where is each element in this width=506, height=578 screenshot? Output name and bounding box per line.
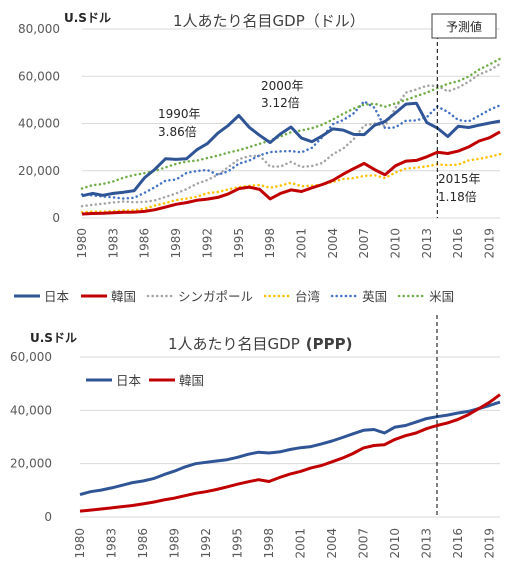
- series-line-4: [80, 152, 502, 214]
- chart2-legend: 日本 韓国: [86, 373, 204, 388]
- annotation-1990-year: 1990年: [158, 107, 201, 121]
- legend-item-4: 台湾: [263, 289, 320, 304]
- series-line-1: [79, 400, 501, 497]
- y-tick-label: 40,000: [18, 117, 60, 131]
- x-tick-label: 2013: [420, 528, 434, 559]
- y-tick-label: 60,000: [10, 350, 52, 364]
- x-tick-label: 1980: [75, 228, 89, 259]
- series-lines: [80, 57, 502, 216]
- annotation-2015-ratio: 1.18倍: [438, 189, 477, 204]
- legend-item-6: 米国: [397, 289, 454, 304]
- series-lines: [79, 393, 501, 513]
- series-line-6: [80, 57, 502, 190]
- x-tick-label: 2007: [357, 528, 371, 559]
- annotation-2000-ratio: 3.12倍: [261, 95, 300, 110]
- legend-label: 日本: [44, 289, 70, 304]
- y-tick-label: 80,000: [18, 22, 60, 36]
- x-tick-label: 2013: [420, 228, 434, 259]
- x-tick-label: 1998: [263, 228, 277, 259]
- x-tick-label: 1992: [200, 228, 214, 259]
- series-line-2: [81, 130, 501, 216]
- x-tick-label: 2016: [451, 228, 465, 259]
- legend-item-3: シンガポール: [146, 289, 253, 304]
- y-gridlines: [80, 356, 500, 518]
- legend-item-1: 日本: [86, 373, 142, 388]
- chart-ppp-gdp: 0 20,000 40,000 60,000 1980 1983 1986 1989 1992…: [10, 315, 501, 559]
- x-tick-label: 1995: [232, 228, 246, 259]
- annotation-1990: 1990年 3.86倍: [158, 107, 201, 139]
- x-tick-label: 1998: [262, 528, 276, 559]
- chart1-legend: 日本 韓国 シンガポール 台湾 英国 米国: [14, 289, 454, 304]
- annotation-2000-year: 2000年: [261, 79, 304, 93]
- legend-label: 韓国: [111, 289, 136, 304]
- chart2-title-bold: (PPP): [306, 335, 353, 353]
- legend-item-5: 英国: [330, 289, 387, 304]
- x-tick-label: 1989: [168, 528, 182, 559]
- x-tick-labels: 1980 1983 1986 1989 1992 1995 1998 2001 2004 2007…: [75, 228, 497, 259]
- x-tick-label: 2001: [294, 528, 308, 559]
- y-tick-labels: 0 20,000 40,000 60,000: [10, 350, 52, 524]
- y-tick-labels: 0 20,000 40,000 60,000 80,000: [18, 22, 60, 225]
- series-line-3: [80, 62, 502, 208]
- chart2-unit-label: U.Sドル: [30, 331, 77, 345]
- legend-item-2: 韓国: [81, 289, 136, 304]
- legend-label: 日本: [116, 373, 142, 388]
- series-line-1: [81, 101, 501, 198]
- forecast-label-box: [431, 13, 497, 39]
- x-tick-label: 1992: [199, 528, 213, 559]
- annotation-1990-ratio: 3.86倍: [158, 124, 197, 139]
- x-tick-label: 1983: [105, 528, 119, 559]
- annotation-2000: 2000年 3.12倍: [261, 79, 304, 110]
- x-tick-label: 1983: [106, 228, 120, 259]
- chart2-title: 1人あたり名目GDP (PPP): [168, 335, 352, 353]
- legend-item-1: 日本: [14, 289, 70, 304]
- x-tick-labels: 1980 1983 1986 1989 1992 1995 1998 2001 2004 2007…: [73, 528, 497, 559]
- legend-label: 台湾: [295, 289, 320, 304]
- x-tick-label: 1995: [231, 528, 245, 559]
- x-tick-label: 2001: [294, 228, 308, 259]
- y-tick-label: 0: [44, 510, 52, 524]
- legend-label: 米国: [429, 289, 454, 304]
- legend-label: 韓国: [179, 373, 204, 388]
- chart1-unit-label: U.Sドル: [64, 11, 111, 25]
- x-tick-label: 2019: [483, 228, 497, 259]
- x-tick-label: 1980: [73, 528, 87, 559]
- x-tick-label: 2004: [326, 228, 340, 259]
- y-tick-label: 60,000: [18, 69, 60, 83]
- y-tick-label: 0: [52, 211, 60, 225]
- x-tick-label: 1986: [136, 528, 150, 559]
- y-tick-label: 40,000: [10, 403, 52, 417]
- x-tick-label: 2004: [325, 528, 339, 559]
- x-tick-label: 2010: [389, 228, 403, 259]
- annotation-2015: 2015年 1.18倍: [438, 172, 481, 204]
- legend-item-2: 韓国: [149, 373, 204, 388]
- forecast-label: 予測値: [446, 19, 482, 34]
- legend-label: シンガポール: [178, 289, 253, 304]
- series-line-5: [80, 100, 502, 200]
- chart2-title-main: 1人あたり名目GDP: [168, 335, 300, 353]
- legend-label: 英国: [362, 289, 387, 304]
- annotation-2015-year: 2015年: [438, 172, 481, 186]
- y-tick-label: 20,000: [10, 457, 52, 471]
- x-tick-label: 1989: [169, 228, 183, 259]
- x-tick-label: 1986: [138, 228, 152, 259]
- chart1-title: 1人あたり名目GDP（ドル）: [173, 12, 365, 30]
- y-tick-label: 20,000: [18, 164, 60, 178]
- x-tick-label: 2019: [483, 528, 497, 559]
- x-tick-label: 2016: [451, 528, 465, 559]
- x-tick-label: 2007: [357, 228, 371, 259]
- series-line-2: [79, 393, 501, 513]
- x-tick-label: 2010: [388, 528, 402, 559]
